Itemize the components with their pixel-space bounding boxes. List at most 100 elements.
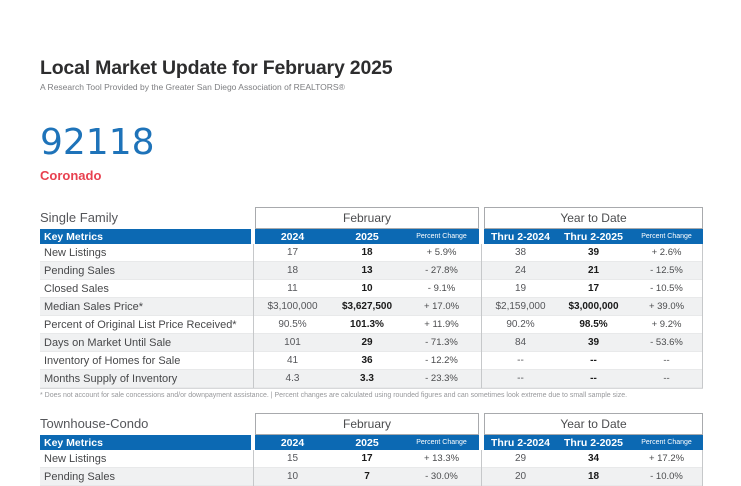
- ytd-2025-value: 39: [587, 247, 600, 259]
- key-metrics-header: Key Metrics: [40, 229, 251, 245]
- metric-label: Percent of Original List Price Received*: [44, 318, 237, 331]
- report-content: Local Market Update for February 2025 A …: [40, 0, 703, 486]
- ytd-2024-value: 84: [514, 337, 527, 349]
- feb-2025-value: 10: [361, 283, 373, 295]
- ytd-percent-change: + 2.6%: [651, 247, 682, 259]
- feb-2024-value: 18: [286, 265, 299, 277]
- col-header-percent-change: Percent Change: [641, 439, 692, 447]
- ytd-percent-change: - 53.6%: [650, 337, 683, 349]
- ytd-2025-value: $3,000,000: [568, 301, 619, 313]
- col-header-thru-2024: Thru 2-2024: [491, 436, 550, 449]
- feb-2025-value: 3.3: [360, 373, 374, 385]
- feb-percent-change: - 30.0%: [425, 471, 458, 483]
- february-group-header: February: [255, 207, 479, 230]
- column-divider: [702, 244, 703, 389]
- feb-percent-change: + 13.3%: [423, 453, 460, 465]
- metric-label: Months Supply of Inventory: [44, 372, 178, 385]
- ytd-2025-value: 39: [587, 337, 600, 349]
- ytd-2024-value: 19: [514, 283, 527, 295]
- feb-2025-value: 101.3%: [350, 319, 384, 331]
- ytd-2024-value: 20: [514, 471, 527, 483]
- townhouse-condo-table-body: New Listings 15 17 + 13.3% 29 34 + 17.2%…: [40, 450, 703, 486]
- footnote: * Does not account for sale concessions …: [40, 392, 628, 400]
- feb-percent-change: + 11.9%: [424, 319, 459, 331]
- table-row: Months Supply of Inventory 4.3 3.3 - 23.…: [40, 370, 703, 389]
- feb-percent-change: + 17.0%: [423, 301, 460, 313]
- feb-2024-value: 41: [286, 355, 299, 367]
- ytd-2025-value: 18: [587, 471, 600, 483]
- feb-percent-change: - 27.8%: [425, 265, 458, 277]
- feb-2024-value: $3,100,000: [267, 301, 318, 313]
- metric-label: Days on Market Until Sale: [44, 336, 172, 349]
- metric-label: Closed Sales: [44, 282, 109, 295]
- metric-label: Median Sales Price*: [44, 300, 144, 313]
- col-header-thru-2024: Thru 2-2024: [491, 230, 550, 243]
- table-row: Days on Market Until Sale 101 29 - 71.3%…: [40, 334, 703, 353]
- ytd-2024-value: --: [517, 355, 524, 367]
- table-row: New Listings 17 18 + 5.9% 38 39 + 2.6%: [40, 244, 703, 263]
- column-divider: [253, 244, 254, 389]
- ytd-2024-value: $2,159,000: [495, 301, 546, 313]
- feb-2024-value: 90.5%: [278, 319, 307, 331]
- ytd-2025-value: --: [590, 373, 597, 385]
- report-subtitle: A Research Tool Provided by the Greater …: [40, 82, 345, 93]
- metric-label: Pending Sales: [44, 264, 115, 277]
- feb-percent-change: - 23.3%: [425, 373, 458, 385]
- table-row: Pending Sales 10 7 - 30.0% 20 18 - 10.0%: [40, 468, 703, 486]
- table-row: New Listings 15 17 + 13.3% 29 34 + 17.2%: [40, 450, 703, 469]
- ytd-percent-change: - 10.0%: [650, 471, 683, 483]
- ytd-percent-change: --: [663, 373, 670, 385]
- feb-2024-value: 15: [286, 453, 299, 465]
- group-header-row: Single Family February Year to Date: [40, 201, 703, 230]
- ytd-2025-value: 17: [587, 283, 600, 295]
- ytd-2024-value: 24: [514, 265, 527, 277]
- feb-2024-value: 4.3: [285, 373, 300, 385]
- col-header-thru-2025: Thru 2-2025: [564, 436, 623, 449]
- ytd-2025-value: 21: [587, 265, 600, 277]
- feb-2024-value: 17: [286, 247, 299, 259]
- ytd-2024-value: 38: [514, 247, 527, 259]
- ytd-percent-change: - 10.5%: [650, 283, 683, 295]
- col-header-2024: 2024: [280, 230, 305, 243]
- column-divider: [481, 244, 482, 389]
- key-metrics-header: Key Metrics: [40, 435, 251, 451]
- single-family-table: Single Family February Year to Date Key …: [40, 201, 703, 399]
- metric-label: Pending Sales: [44, 470, 115, 483]
- february-column-headers: 2024 2025 Percent Change: [255, 435, 479, 451]
- ytd-percent-change: + 39.0%: [648, 301, 685, 313]
- feb-percent-change: - 9.1%: [427, 283, 456, 295]
- feb-percent-change: - 12.2%: [425, 355, 458, 367]
- metric-label: New Listings: [44, 452, 107, 465]
- ytd-percent-change: --: [663, 355, 670, 367]
- col-header-thru-2025: Thru 2-2025: [564, 230, 623, 243]
- section-label-townhouse-condo: Townhouse-Condo: [40, 416, 149, 432]
- col-header-2025: 2025: [355, 436, 379, 449]
- feb-2024-value: 101: [284, 337, 301, 349]
- column-divider: [481, 450, 482, 486]
- ytd-column-headers: Thru 2-2024 Thru 2-2025 Percent Change: [484, 229, 703, 245]
- column-header-bar: Key Metrics 2024 2025 Percent Change Thr…: [40, 229, 703, 245]
- feb-2024-value: 10: [286, 471, 299, 483]
- ytd-percent-change: - 12.5%: [650, 265, 683, 277]
- zip-code: 92118: [40, 122, 155, 164]
- table-row: Median Sales Price* $3,100,000 $3,627,50…: [40, 298, 703, 317]
- feb-2025-value: 7: [364, 471, 370, 483]
- feb-2025-value: 17: [361, 453, 373, 465]
- ytd-2025-value: --: [590, 355, 597, 367]
- table-row: Closed Sales 11 10 - 9.1% 19 17 - 10.5%: [40, 280, 703, 299]
- column-divider: [702, 450, 703, 486]
- ytd-2025-value: 34: [587, 453, 600, 465]
- table-row: Percent of Original List Price Received*…: [40, 316, 703, 335]
- col-header-2025: 2025: [355, 230, 379, 243]
- page-title: Local Market Update for February 2025: [40, 57, 393, 79]
- feb-percent-change: - 71.3%: [425, 337, 458, 349]
- col-header-percent-change: Percent Change: [641, 233, 692, 241]
- ytd-2024-value: --: [517, 373, 524, 385]
- feb-2025-value: $3,627,500: [341, 301, 393, 313]
- col-header-percent-change: Percent Change: [416, 233, 467, 241]
- feb-2024-value: 11: [287, 283, 298, 295]
- group-header-row: Townhouse-Condo February Year to Date: [40, 407, 703, 436]
- table-row: Inventory of Homes for Sale 41 36 - 12.2…: [40, 352, 703, 371]
- column-header-bar: Key Metrics 2024 2025 Percent Change Thr…: [40, 435, 703, 451]
